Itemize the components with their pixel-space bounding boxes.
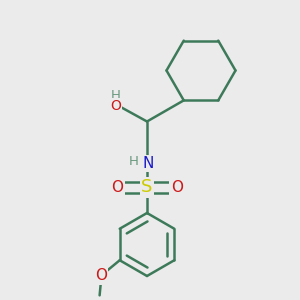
Text: O: O [95,268,107,283]
Text: N: N [143,156,154,171]
Text: O: O [110,100,121,113]
Text: O: O [171,180,183,195]
Text: S: S [141,178,153,196]
Text: O: O [111,180,123,195]
Text: H: H [111,89,120,102]
Text: H: H [129,154,138,168]
